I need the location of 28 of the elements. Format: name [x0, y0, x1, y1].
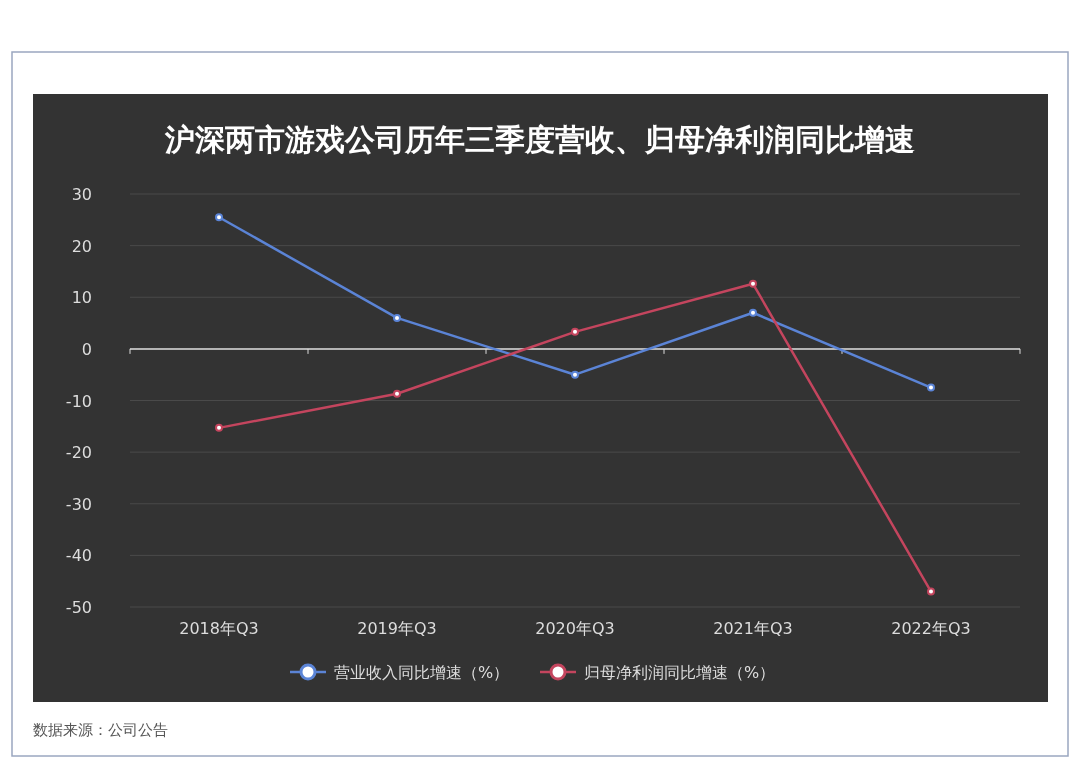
x-tick-label: 2021年Q3 — [713, 619, 793, 638]
point — [749, 279, 757, 288]
y-tick-label: -30 — [65, 494, 92, 514]
y-tick-label: 10 — [71, 288, 92, 308]
y-tick-label: 0 — [81, 339, 92, 359]
legend-label: 归母净利润同比增速（%） — [584, 663, 776, 682]
point — [927, 383, 935, 392]
y-tick-label: -20 — [65, 443, 92, 463]
point — [215, 423, 223, 432]
y-tick-label: -40 — [65, 546, 92, 566]
y-tick-label: 20 — [71, 236, 92, 256]
point — [571, 370, 579, 379]
point — [215, 213, 223, 222]
y-tick-label: 30 — [71, 185, 92, 204]
y-tick-label: -50 — [65, 598, 92, 617]
y-tick-label: -10 — [65, 391, 92, 411]
point — [393, 313, 401, 322]
x-tick-label: 2018年Q3 — [179, 619, 259, 638]
x-tick-label: 2020年Q3 — [535, 619, 615, 638]
point — [927, 587, 935, 596]
x-tick-label: 2022年Q3 — [891, 619, 971, 638]
source-note: 数据来源：公司公告 — [33, 721, 168, 739]
point — [749, 308, 757, 317]
x-tick-label: 2019年Q3 — [357, 619, 437, 638]
point — [393, 389, 401, 398]
chart-title: 沪深两市游戏公司历年三季度营收、归母净利润同比增速 — [164, 122, 915, 157]
legend-label: 营业收入同比增速（%） — [334, 663, 510, 682]
point — [571, 327, 579, 336]
